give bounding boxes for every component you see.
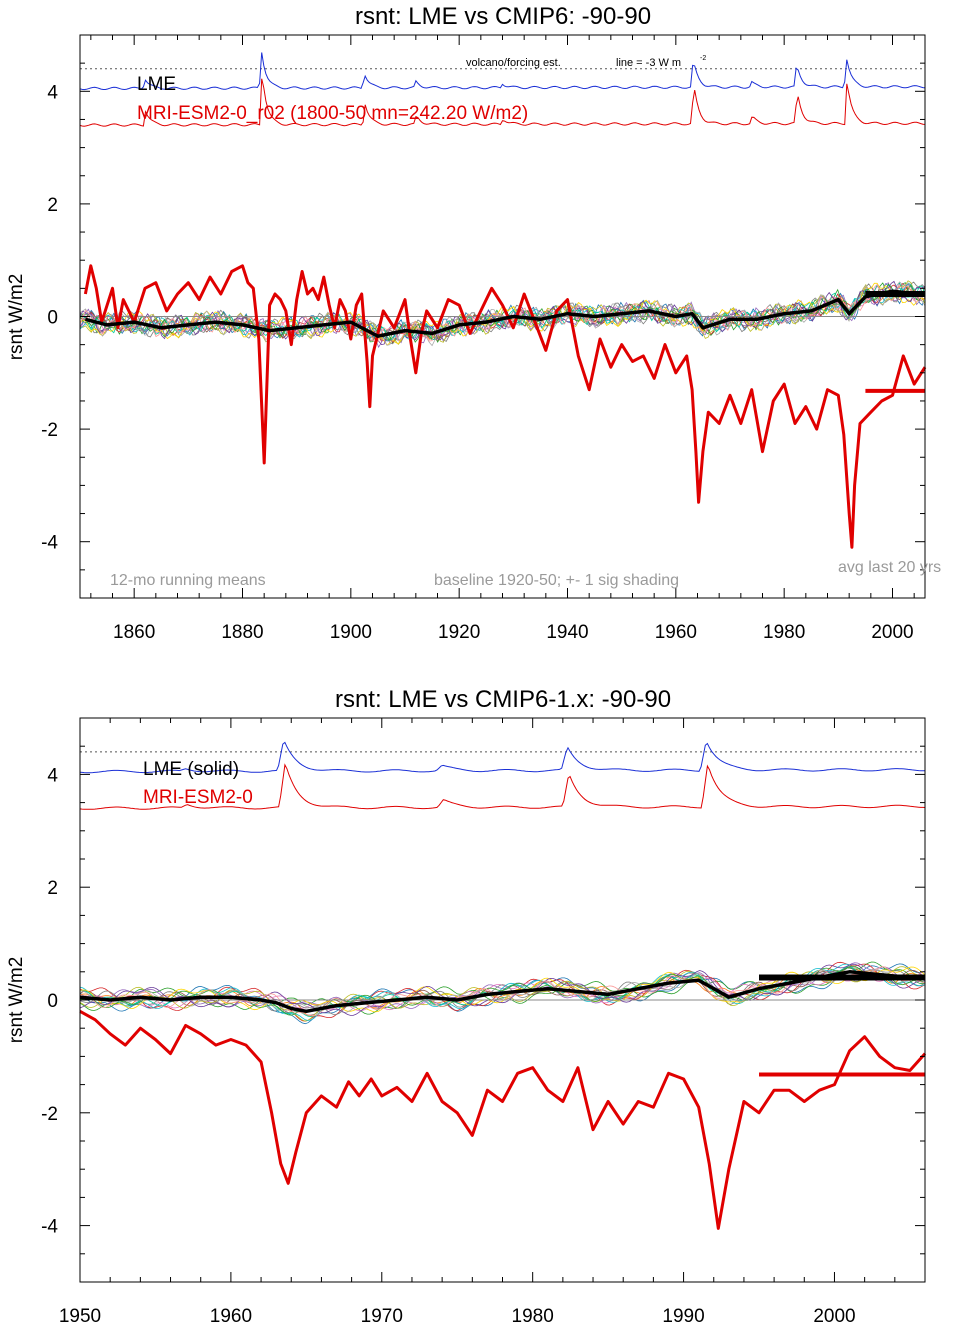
- y-tick-label: 0: [47, 308, 58, 329]
- y-tick-label: -2: [41, 1104, 58, 1125]
- y-tick-label: 0: [47, 991, 58, 1012]
- ensemble-member-line: [79, 286, 926, 341]
- axis-ticks: [79, 717, 926, 1283]
- ensemble-member-line: [79, 963, 926, 1016]
- ensemble-member-line: [79, 280, 926, 346]
- y-axis-label: rsnt W/m2: [6, 274, 27, 361]
- note-running-means: 12-mo running means: [110, 572, 266, 589]
- chart-title: rsnt: LME vs CMIP6: -90-90: [355, 3, 651, 30]
- legend-model: MRI-ESM2-0: [143, 787, 253, 808]
- note-baseline: baseline 1920-50; +- 1 sig shading: [434, 572, 679, 589]
- x-tick-label: 1920: [438, 622, 480, 643]
- ensemble-member-line: [79, 282, 926, 342]
- x-tick-label: 1960: [210, 1306, 252, 1325]
- y-tick-label: 2: [47, 195, 58, 216]
- x-tick-label: 1980: [763, 622, 805, 643]
- x-tick-label: 1980: [512, 1306, 554, 1325]
- x-tick-label: 2000: [871, 622, 913, 643]
- ensemble-member-line: [79, 965, 926, 1016]
- note-volcano: volcano/forcing est.: [466, 57, 561, 69]
- legend-lme: LME (solid): [143, 759, 239, 780]
- axis-ticks: [80, 34, 925, 599]
- note-line-scale-sup: -2: [700, 55, 706, 62]
- note-avg-last-20: avg last 20 yrs: [838, 559, 941, 576]
- x-tick-labels: 1860 1880 1900 1920 1940 1960 1980 2000: [113, 622, 914, 643]
- x-tick-label: 1900: [330, 622, 372, 643]
- y-axis-label: rsnt W/m2: [6, 957, 27, 1044]
- x-tick-label: 2000: [813, 1306, 855, 1325]
- series-line-mri-esm2-0-r02: [83, 264, 927, 549]
- x-tick-label: 1990: [662, 1306, 704, 1325]
- volcano-lme-line: [79, 741, 925, 774]
- y-tick-label: 4: [47, 765, 58, 786]
- y-tick-labels: -4 -2 0 2 4: [41, 765, 58, 1237]
- y-tick-label: 4: [47, 82, 58, 103]
- panel-bottom: rsnt: LME vs CMIP6-1.x: -90-90 rsnt W/m2…: [6, 686, 927, 1325]
- y-tick-label: -2: [41, 420, 58, 441]
- series-line-mri-esm2-0: [79, 1009, 927, 1230]
- ensemble-member-lines: [79, 280, 926, 349]
- y-tick-label: 2: [47, 878, 58, 899]
- x-tick-label: 1950: [59, 1306, 101, 1325]
- x-tick-label: 1960: [655, 622, 697, 643]
- volcano-model-line: [79, 763, 926, 810]
- ensemble-member-line: [79, 283, 926, 346]
- volcano-lme-line: [79, 52, 926, 91]
- x-tick-label: 1880: [221, 622, 263, 643]
- y-tick-labels: -4 -2 0 2 4: [41, 82, 58, 553]
- note-line-scale: line = -3 W m: [616, 57, 681, 69]
- legend-model: MRI-ESM2-0_r02 (1800-50 mn=242.20 W/m2): [137, 103, 528, 124]
- x-tick-label: 1940: [546, 622, 588, 643]
- x-tick-label: 1970: [361, 1306, 403, 1325]
- x-tick-label: 1860: [113, 622, 155, 643]
- chart-title: rsnt: LME vs CMIP6-1.x: -90-90: [335, 686, 671, 713]
- volcano-model-line: [79, 78, 926, 127]
- x-tick-labels: 1950 1960 1970 1980 1990 2000: [59, 1306, 856, 1325]
- y-tick-label: -4: [41, 1217, 58, 1238]
- series-line-lme: [79, 970, 911, 1014]
- series-line-lme: [84, 289, 920, 338]
- legend-lme: LME: [137, 74, 176, 95]
- y-tick-label: -4: [41, 533, 58, 554]
- panel-top: rsnt: LME vs CMIP6: -90-90 rsnt W/m2 186…: [6, 3, 941, 643]
